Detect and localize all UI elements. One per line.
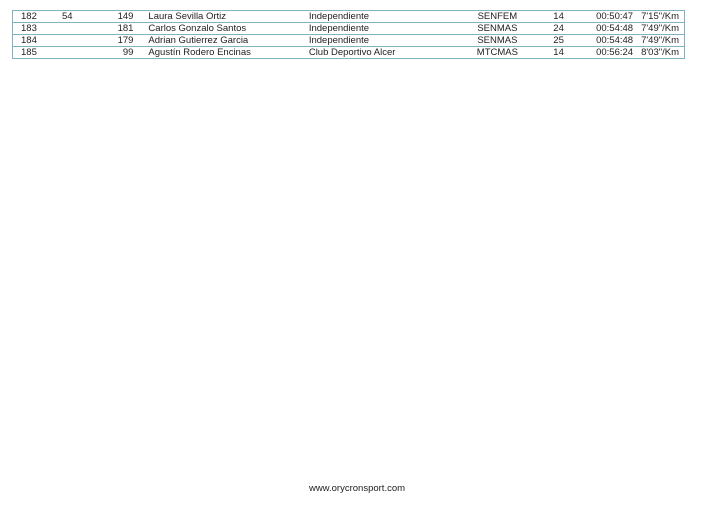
cell-cat-position-extra <box>62 46 100 59</box>
footer-url[interactable]: www.orycronsport.com <box>308 483 406 494</box>
cell-category: SENMAS <box>463 34 532 47</box>
cell-position: 183 <box>12 22 62 35</box>
cell-time: 00:50:47 <box>585 10 642 23</box>
cell-category-position: 25 <box>531 34 586 47</box>
cell-pace: 7'49"/Km <box>641 34 685 47</box>
cell-position: 182 <box>12 10 62 23</box>
cell-position: 184 <box>12 34 62 47</box>
cell-cat-position-extra <box>62 34 100 47</box>
cell-name: Agustín Rodero Encinas <box>148 46 309 59</box>
cell-club: Independiente <box>308 34 464 47</box>
cell-pace: 7'15"/Km <box>641 10 685 23</box>
cell-club: Independiente <box>308 10 464 23</box>
cell-name: Carlos Gonzalo Santos <box>148 22 309 35</box>
cell-time: 00:54:48 <box>585 22 642 35</box>
cell-bib: 179 <box>99 34 149 47</box>
results-table: 182 54 149 Laura Sevilla Ortiz Independiente… <box>12 10 685 59</box>
cell-name: Laura Sevilla Ortiz <box>148 10 309 23</box>
cell-cat-position-extra: 54 <box>62 10 100 23</box>
cell-name: Adrian Gutierrez Garcia <box>148 34 309 47</box>
cell-category: SENFEM <box>463 10 532 23</box>
table-row: 182 54 149 Laura Sevilla Ortiz Independiente… <box>12 10 685 23</box>
cell-category-position: 14 <box>531 10 586 23</box>
table-row: 185 99 Agustín Rodero Encinas Club Deportiv… <box>12 46 685 59</box>
cell-category-position: 14 <box>531 46 586 59</box>
cell-bib: 149 <box>99 10 149 23</box>
cell-pace: 7'49"/Km <box>641 22 685 35</box>
cell-bib: 181 <box>99 22 149 35</box>
cell-category: MTCMAS <box>463 46 532 59</box>
cell-pace: 8'03"/Km <box>641 46 685 59</box>
table-row: 183 181 Carlos Gonzalo Santos Independiente… <box>12 22 685 35</box>
cell-category-position: 24 <box>531 22 586 35</box>
cell-time: 00:56:24 <box>585 46 642 59</box>
table-row: 184 179 Adrian Gutierrez Garcia Independien… <box>12 34 685 47</box>
cell-club: Independiente <box>308 22 464 35</box>
cell-bib: 99 <box>99 46 149 59</box>
cell-category: SENMAS <box>463 22 532 35</box>
cell-time: 00:54:48 <box>585 34 642 47</box>
cell-club: Club Deportivo Alcer <box>308 46 464 59</box>
cell-position: 185 <box>12 46 62 59</box>
cell-cat-position-extra <box>62 22 100 35</box>
